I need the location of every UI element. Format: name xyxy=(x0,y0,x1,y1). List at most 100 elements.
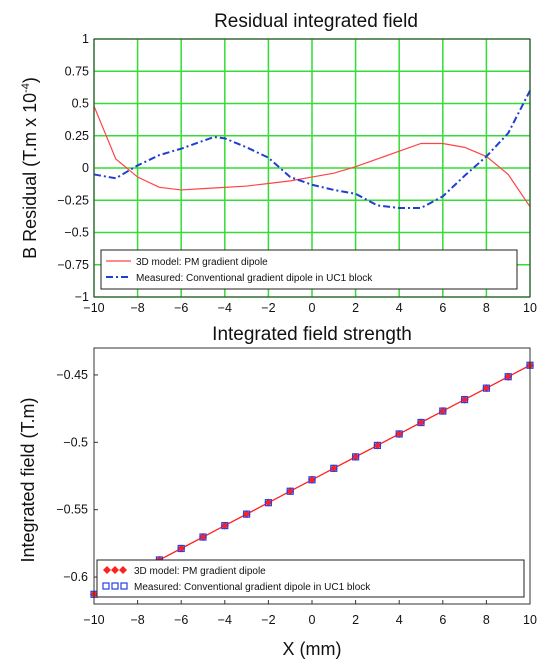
model-residual-line xyxy=(93,105,531,208)
residual-plot-frame xyxy=(93,38,531,298)
legend-diamond-marker xyxy=(111,566,119,574)
field-strength-legend-label-model: 3D model: PM gradient dipole xyxy=(134,566,266,577)
legend-square-marker xyxy=(102,582,110,590)
model-field-point xyxy=(286,487,295,496)
model-field-point xyxy=(220,521,229,530)
field-strength-chart: Integrated field strength −10 −8 −6 −4 −2 0 2 4… xyxy=(18,324,537,659)
legend-square-marker xyxy=(120,582,128,590)
measured-field-point xyxy=(264,499,272,507)
field-strength-chart-title: Integrated field strength xyxy=(212,324,412,345)
y-tick-label: −0.6 xyxy=(63,570,88,584)
x-tick-label: 0 xyxy=(309,613,316,627)
x-tick-label: −8 xyxy=(130,613,144,627)
model-field-point xyxy=(329,464,338,473)
field-strength-y-axis-label: Integrated field (T.m) xyxy=(18,397,38,562)
model-field-point xyxy=(308,475,316,484)
model-field-point xyxy=(504,372,513,381)
field-strength-legend: 3D model: PM gradient dipole Measured: C… xyxy=(96,559,525,598)
measured-field-point xyxy=(199,533,207,541)
y-tick-label: 0.5 xyxy=(72,97,89,111)
model-field-point xyxy=(199,533,207,542)
y-tick-label: −0.5 xyxy=(63,435,88,449)
field-strength-legend-marker-model xyxy=(103,566,127,574)
y-tick-label: 1 xyxy=(82,32,89,46)
residual-legend-label-measured: Measured: Conventional gradient dipole i… xyxy=(136,273,373,284)
residual-chart: Residual integrated field −10 −8 −6 −4 −2 0 2 4… xyxy=(20,11,537,315)
model-field-point xyxy=(482,384,491,393)
x-tick-label: 2 xyxy=(352,301,359,315)
measured-field-point xyxy=(221,521,229,530)
residual-legend-box xyxy=(100,249,518,290)
x-tick-label: 8 xyxy=(483,613,490,627)
measured-field-point xyxy=(286,487,294,495)
measured-field-point xyxy=(330,464,338,472)
residual-y-axis-label-suffix: ) xyxy=(20,77,40,83)
y-tick-label: −0.45 xyxy=(56,368,88,382)
residual-y-axis-label-exponent: -4 xyxy=(20,83,32,93)
x-tick-label: −8 xyxy=(130,301,144,315)
model-field-point xyxy=(264,498,273,507)
x-tick-label: 10 xyxy=(523,613,537,627)
field-strength-x-axis-label: X (mm) xyxy=(283,639,342,659)
x-tick-label: 10 xyxy=(523,301,537,315)
measured-field-point xyxy=(461,396,469,404)
measured-field-point xyxy=(417,418,425,427)
residual-ticks: −10 −8 −6 −4 −2 0 2 4 6 8 10 −1 −0.75 −0.5 −0.25 0 0.25 0… xyxy=(57,32,537,315)
x-tick-label: −6 xyxy=(174,613,188,627)
x-tick-label: 8 xyxy=(483,301,490,315)
x-tick-label: −10 xyxy=(83,301,104,315)
residual-chart-title: Residual integrated field xyxy=(214,11,418,32)
model-field-point xyxy=(177,544,186,553)
field-strength-ticks: −10 −8 −6 −4 −2 0 2 4 6 8 10 −0.6 −0.55 −0.5 −0.45 xyxy=(56,368,537,627)
residual-y-axis-label-main: B Residual (T.m x 10 xyxy=(20,93,40,259)
field-strength-legend-marker-measured xyxy=(102,582,128,590)
x-tick-label: −6 xyxy=(174,301,188,315)
model-field-point xyxy=(438,407,447,416)
x-tick-label: −4 xyxy=(218,613,232,627)
y-tick-label: 0.75 xyxy=(65,64,89,78)
x-tick-label: 4 xyxy=(396,301,403,315)
field-strength-legend-label-measured: Measured: Conventional gradient dipole i… xyxy=(134,582,371,593)
legend-diamond-marker xyxy=(103,566,111,574)
y-tick-label: 0.25 xyxy=(65,129,89,143)
x-tick-label: −2 xyxy=(261,613,275,627)
field-strength-legend-box xyxy=(96,559,525,598)
x-tick-label: −2 xyxy=(261,301,275,315)
y-tick-label: −1 xyxy=(75,290,89,304)
measured-field-point xyxy=(439,407,447,415)
measured-field-point xyxy=(352,453,360,461)
residual-legend: 3D model: PM gradient dipole Measured: C… xyxy=(100,249,518,290)
model-field-point xyxy=(242,510,251,519)
model-field-point xyxy=(395,429,404,438)
model-field-point xyxy=(351,452,360,461)
x-tick-label: −10 xyxy=(83,613,104,627)
model-field-point xyxy=(373,441,382,450)
x-tick-label: −4 xyxy=(218,301,232,315)
x-tick-label: 6 xyxy=(439,613,446,627)
measured-residual-line xyxy=(93,90,531,209)
y-tick-label: −0.25 xyxy=(57,193,89,207)
model-field-point xyxy=(417,418,425,427)
residual-y-axis-label: B Residual (T.m x 10-4) xyxy=(20,77,40,259)
measured-field-point xyxy=(308,476,316,484)
measured-field-point xyxy=(504,373,512,381)
x-tick-label: 4 xyxy=(396,613,403,627)
y-tick-label: 0 xyxy=(82,161,89,175)
y-tick-label: −0.55 xyxy=(56,503,88,517)
measured-field-point xyxy=(482,384,490,392)
measured-field-point xyxy=(243,510,251,518)
model-field-point xyxy=(460,395,469,404)
measured-field-point xyxy=(177,544,185,553)
residual-legend-label-model: 3D model: PM gradient dipole xyxy=(136,257,268,268)
x-tick-label: 2 xyxy=(352,613,359,627)
residual-series xyxy=(93,90,531,209)
x-tick-label: 0 xyxy=(309,301,316,315)
y-tick-label: −0.75 xyxy=(57,258,89,272)
x-tick-label: 6 xyxy=(439,301,446,315)
legend-diamond-marker xyxy=(119,566,127,574)
legend-square-marker xyxy=(111,582,119,590)
y-tick-label: −0.5 xyxy=(64,226,89,240)
measured-field-point xyxy=(395,430,403,438)
measured-field-point xyxy=(373,441,381,450)
